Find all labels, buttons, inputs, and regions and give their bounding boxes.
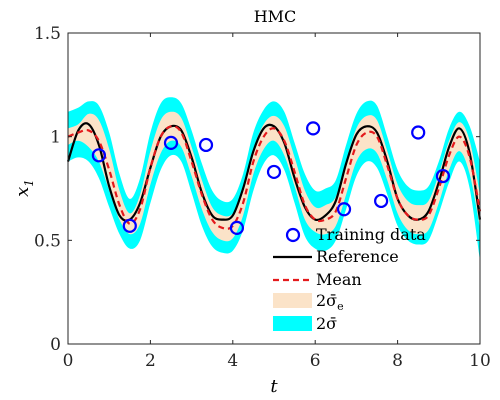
plot-area <box>66 97 482 262</box>
training-point <box>163 135 179 150</box>
legend-mean-label: Mean <box>316 270 362 289</box>
legend-band-e-sub: e <box>337 300 344 313</box>
y-tick-label: 1.5 <box>34 24 61 44</box>
x-tick-label: 10 <box>469 351 491 371</box>
training-point <box>229 220 245 235</box>
legend-reference-label: Reference <box>316 247 399 266</box>
x-axis-label: t <box>270 376 278 397</box>
reference-line <box>66 122 482 222</box>
training-point <box>336 202 352 217</box>
legend-training-label: Training data <box>316 225 426 244</box>
training-point <box>122 218 137 233</box>
training-point <box>266 164 282 180</box>
x-tick-label: 8 <box>392 351 403 371</box>
chart-title: HMC <box>254 7 297 26</box>
training-point <box>435 168 451 184</box>
y-axis-label-main: x <box>12 187 33 197</box>
legend-band-total-swatch <box>273 316 312 331</box>
training-point <box>411 125 426 140</box>
y-ticks: 0 0.5 1 1.5 <box>34 24 480 355</box>
y-tick-label: 0.5 <box>34 231 61 251</box>
band-e-area <box>68 111 480 242</box>
y-tick-label: 0 <box>50 335 61 355</box>
y-axis-label-sub: 1 <box>22 179 36 187</box>
legend: Training data Reference Mean 2σ̄e 2σ̄ <box>273 225 426 333</box>
y-tick-label: 1 <box>50 128 61 148</box>
legend-band-e-swatch <box>273 293 312 308</box>
mean-line <box>67 125 482 230</box>
legend-band-e-label: 2σ̄e <box>316 291 344 313</box>
x-tick-label: 2 <box>145 351 156 371</box>
mean-path <box>67 125 482 230</box>
axes-box <box>67 32 481 345</box>
x-ticks: 0 2 4 6 8 10 <box>63 33 491 371</box>
y-axis-label: x1 <box>12 179 36 197</box>
training-point <box>198 137 214 153</box>
x-tick-label: 6 <box>310 351 321 371</box>
y-axis-label-group: x1 <box>12 179 36 197</box>
band-e <box>68 111 480 242</box>
x-tick-label: 0 <box>63 351 74 371</box>
legend-band-e-main: 2σ̄ <box>316 291 337 310</box>
training-points <box>91 121 451 235</box>
reference-path <box>66 122 482 222</box>
training-point <box>374 193 389 209</box>
training-point <box>91 148 107 163</box>
training-point <box>306 121 321 136</box>
x-tick-label: 4 <box>227 351 238 371</box>
legend-training-marker <box>285 227 301 243</box>
legend-band-total-label: 2σ̄ <box>316 314 337 333</box>
